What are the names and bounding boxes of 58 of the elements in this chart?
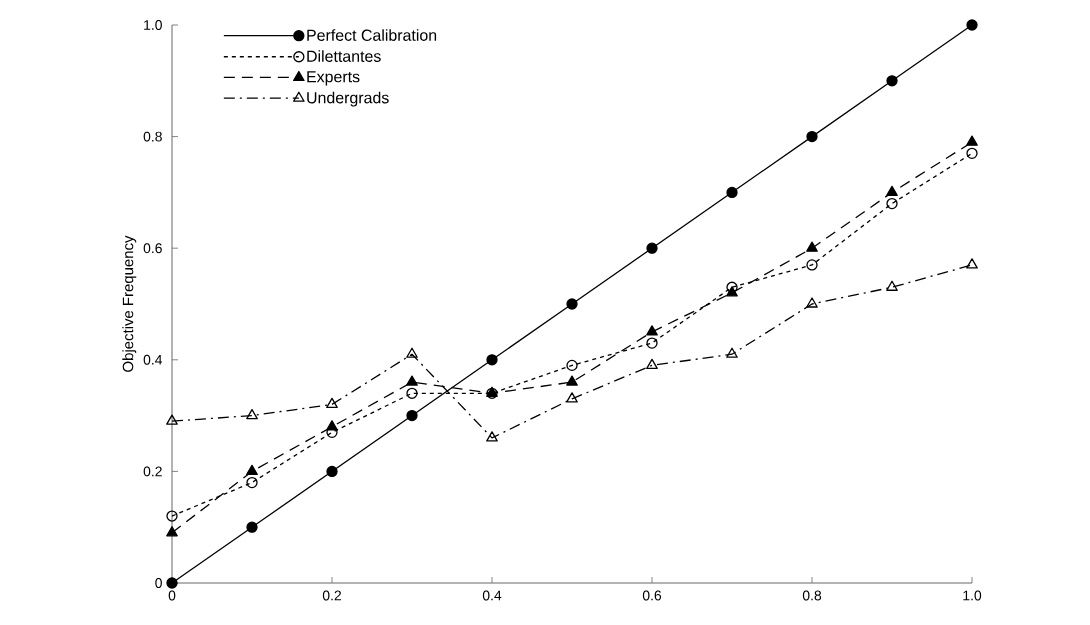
point [246, 408, 258, 420]
point [886, 75, 898, 87]
x-tick-label: 0 [168, 590, 176, 601]
point [886, 185, 898, 197]
x-tick-label: 1.0 [963, 590, 982, 601]
point [326, 420, 338, 431]
point [726, 281, 738, 293]
y-axis-title: Objective Frequency [122, 235, 137, 372]
point [646, 242, 658, 254]
point [726, 286, 738, 297]
point [806, 130, 818, 143]
point [406, 387, 418, 399]
point [166, 526, 178, 537]
point [406, 409, 418, 422]
y-tick-label: 0.8 [143, 131, 162, 142]
point [486, 431, 498, 442]
point [566, 359, 578, 372]
x-tick-label: 0.2 [322, 590, 341, 601]
point [406, 375, 418, 386]
legend-label: Undergrads [307, 91, 389, 107]
point [726, 347, 738, 358]
point [966, 135, 978, 146]
point [646, 337, 658, 349]
point [566, 392, 578, 403]
point [166, 510, 178, 522]
point [246, 521, 258, 533]
point [966, 258, 978, 269]
point [966, 147, 978, 159]
y-tick-label: 0.2 [143, 466, 162, 477]
point [806, 297, 818, 308]
point [726, 186, 738, 199]
point [246, 464, 258, 476]
point [406, 347, 418, 358]
point [326, 397, 338, 409]
point [806, 241, 818, 252]
point [326, 465, 338, 478]
y-tick-label: 0 [155, 578, 162, 588]
legend-label: Perfect Calibration [307, 29, 437, 41]
point [246, 476, 258, 489]
point [566, 298, 578, 310]
x-tick-label: 0.6 [642, 590, 662, 601]
x-tick-label: 0.8 [802, 590, 822, 601]
point [166, 577, 178, 589]
point [566, 375, 578, 386]
point [806, 259, 818, 271]
y-tick-label: 0.6 [143, 243, 162, 254]
point [166, 414, 178, 425]
point [486, 354, 498, 366]
point [966, 19, 978, 31]
point [646, 358, 658, 370]
legend-label: Dilettantes [307, 50, 381, 62]
point [886, 197, 898, 210]
legend-label: Experts [307, 71, 360, 86]
point [886, 280, 898, 291]
point [646, 325, 658, 336]
y-tick-label: 0.4 [143, 354, 163, 365]
x-tick-label: 0.4 [482, 590, 502, 601]
y-tick-label: 1.0 [144, 20, 162, 30]
